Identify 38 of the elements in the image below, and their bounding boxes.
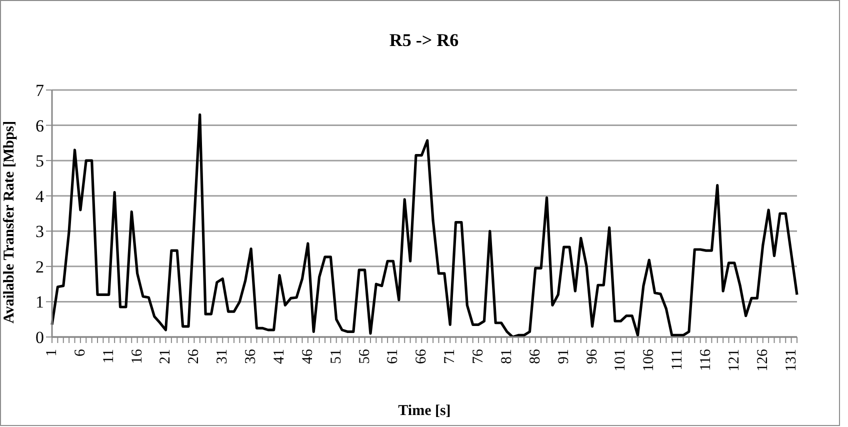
x-tick-label: 46: [300, 348, 316, 364]
y-tick-label: 3: [36, 222, 44, 242]
x-axis-title: Time [s]: [398, 403, 451, 419]
x-tick-label: 16: [129, 348, 146, 364]
x-tick-label: 1: [44, 349, 60, 356]
x-tick-label: 86: [527, 348, 544, 364]
y-axis-title: Available Transfer Rate [Mbps]: [1, 120, 18, 324]
y-tick-label: 1: [36, 292, 44, 312]
x-tick-label: 131: [783, 349, 800, 372]
x-tick-label: 126: [754, 348, 771, 372]
x-tick-label: 111: [670, 349, 686, 370]
x-tick-label: 96: [584, 348, 600, 364]
x-tick-label: 51: [328, 349, 344, 364]
y-tick-label: 5: [36, 152, 44, 171]
x-tick-label: 56: [356, 348, 373, 364]
x-tick-label: 71: [442, 349, 458, 364]
x-tick-label: 11: [100, 349, 117, 364]
x-tick-label: 81: [498, 349, 515, 364]
x-tick-label: 26: [186, 348, 202, 364]
x-tick-label: 91: [556, 349, 572, 364]
x-tick-label: 66: [414, 348, 430, 364]
x-tick-label: 31: [214, 349, 231, 364]
x-tick-label: 21: [158, 349, 174, 364]
y-tick-label: 4: [36, 186, 44, 206]
chart-title: R5 -> R6: [388, 30, 460, 51]
y-tick-label: 7: [36, 81, 44, 100]
x-tick-label: 121: [726, 349, 742, 372]
y-tick-label: 2: [36, 257, 44, 276]
x-tick-label: 61: [385, 349, 402, 364]
x-tick-label: 6: [72, 348, 88, 356]
x-tick-label: 36: [243, 348, 260, 364]
x-tick-label: 76: [470, 348, 487, 364]
y-tick-label: 0: [36, 328, 44, 348]
y-tick-label: 6: [36, 116, 44, 136]
x-tick-label: 101: [612, 349, 629, 372]
x-tick-label: 116: [698, 348, 714, 371]
x-tick-label: 106: [641, 348, 658, 372]
x-tick-label: 41: [271, 349, 288, 364]
